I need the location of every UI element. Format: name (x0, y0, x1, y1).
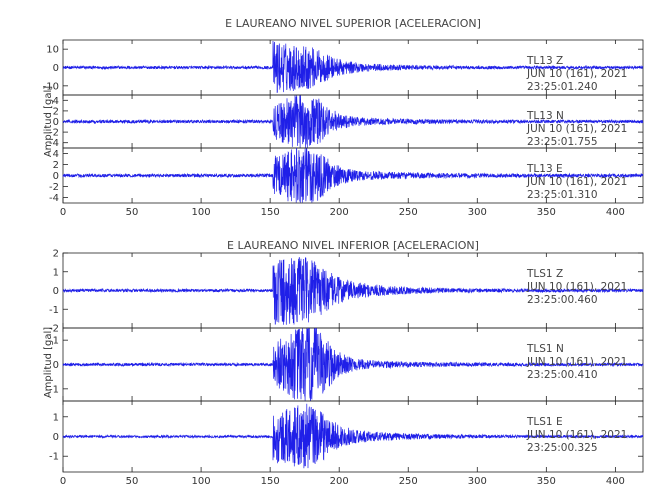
trace-time: 23:25:01.755 (527, 136, 598, 148)
x-tick-label: 300 (468, 207, 487, 218)
trace-date: JUN 10 (161), 2021 (526, 176, 627, 188)
trace-date: JUN 10 (161), 2021 (526, 123, 627, 135)
y-tick-label: -1 (49, 452, 59, 463)
y-tick-label: 10 (46, 45, 59, 56)
waveform-trace (62, 327, 644, 401)
trace-label: TLS1 E (526, 416, 563, 428)
x-tick-label: 350 (537, 476, 556, 487)
trace-date: JUN 10 (161), 2021 (526, 68, 627, 80)
y-tick-label: -1 (49, 384, 59, 395)
x-tick-label: 0 (60, 207, 66, 218)
waveform-trace (62, 95, 644, 148)
trace-date: JUN 10 (161), 2021 (526, 429, 627, 441)
y-tick-label: 2 (53, 249, 59, 260)
y-tick-label: -2 (49, 128, 59, 139)
y-tick-label: 0 (53, 171, 59, 182)
trace-label: TLS1 Z (526, 268, 563, 280)
chart-2: E LAUREANO NIVEL INFERIOR [ACELERACION] A… (43, 239, 644, 487)
x-tick-label: 400 (606, 476, 625, 487)
x-tick-label: 50 (126, 207, 139, 218)
waveform-trace (62, 257, 644, 325)
y-tick-label: 1 (53, 336, 59, 347)
trace-label: TLS1 N (526, 343, 564, 355)
x-tick-label: 250 (399, 476, 418, 487)
y-tick-label: 0 (53, 432, 59, 443)
y-tick-label: 2 (53, 160, 59, 171)
trace-time: 23:25:01.310 (527, 189, 598, 201)
y-tick-label: 4 (53, 149, 59, 160)
x-tick-label: 150 (261, 207, 280, 218)
y-axis-label: Amplitud [gal] (43, 86, 54, 157)
x-tick-label: 400 (606, 207, 625, 218)
y-tick-label: -4 (49, 193, 59, 204)
trace-label: TL13 E (526, 163, 563, 175)
y-tick-label: 0 (53, 117, 59, 128)
trace-time: 23:25:00.410 (527, 369, 598, 381)
x-tick-label: 100 (192, 207, 211, 218)
y-axis-label: Amplitud [gal] (43, 327, 54, 398)
y-tick-label: 0 (53, 286, 59, 297)
x-tick-label: 50 (126, 476, 139, 487)
y-tick-label: 4 (53, 96, 59, 107)
x-tick-label: 100 (192, 476, 211, 487)
chart-title: E LAUREANO NIVEL SUPERIOR [ACELERACION] (225, 17, 481, 30)
x-tick-label: 300 (468, 476, 487, 487)
chart-1: E LAUREANO NIVEL SUPERIOR [ACELERACION] A… (43, 17, 644, 218)
y-tick-label: 1 (53, 267, 59, 278)
x-tick-label: 150 (261, 476, 280, 487)
y-tick-label: -10 (43, 81, 59, 92)
trace-time: 23:25:00.325 (527, 442, 598, 454)
y-tick-label: 0 (53, 63, 59, 74)
y-tick-label: 0 (53, 360, 59, 371)
x-tick-label: 200 (330, 476, 349, 487)
y-tick-label: 2 (53, 106, 59, 117)
chart-title: E LAUREANO NIVEL INFERIOR [ACELERACION] (227, 239, 479, 252)
x-tick-label: 350 (537, 207, 556, 218)
trace-time: 23:25:01.240 (527, 81, 598, 93)
waveform-trace (62, 403, 644, 469)
trace-label: TL13 N (526, 110, 564, 122)
x-tick-label: 250 (399, 207, 418, 218)
waveform-trace (62, 40, 644, 93)
trace-label: TL13 Z (526, 55, 563, 67)
x-tick-label: 0 (60, 476, 66, 487)
y-tick-label: -4 (49, 138, 59, 149)
trace-date: JUN 10 (161), 2021 (526, 281, 627, 293)
y-tick-label: 1 (53, 412, 59, 423)
y-tick-label: -2 (49, 182, 59, 193)
waveform-trace (62, 147, 644, 203)
trace-time: 23:25:00.460 (527, 294, 598, 306)
y-tick-label: -1 (49, 305, 59, 316)
x-tick-label: 200 (330, 207, 349, 218)
trace-date: JUN 10 (161), 2021 (526, 356, 627, 368)
y-tick-label: -2 (49, 324, 59, 335)
